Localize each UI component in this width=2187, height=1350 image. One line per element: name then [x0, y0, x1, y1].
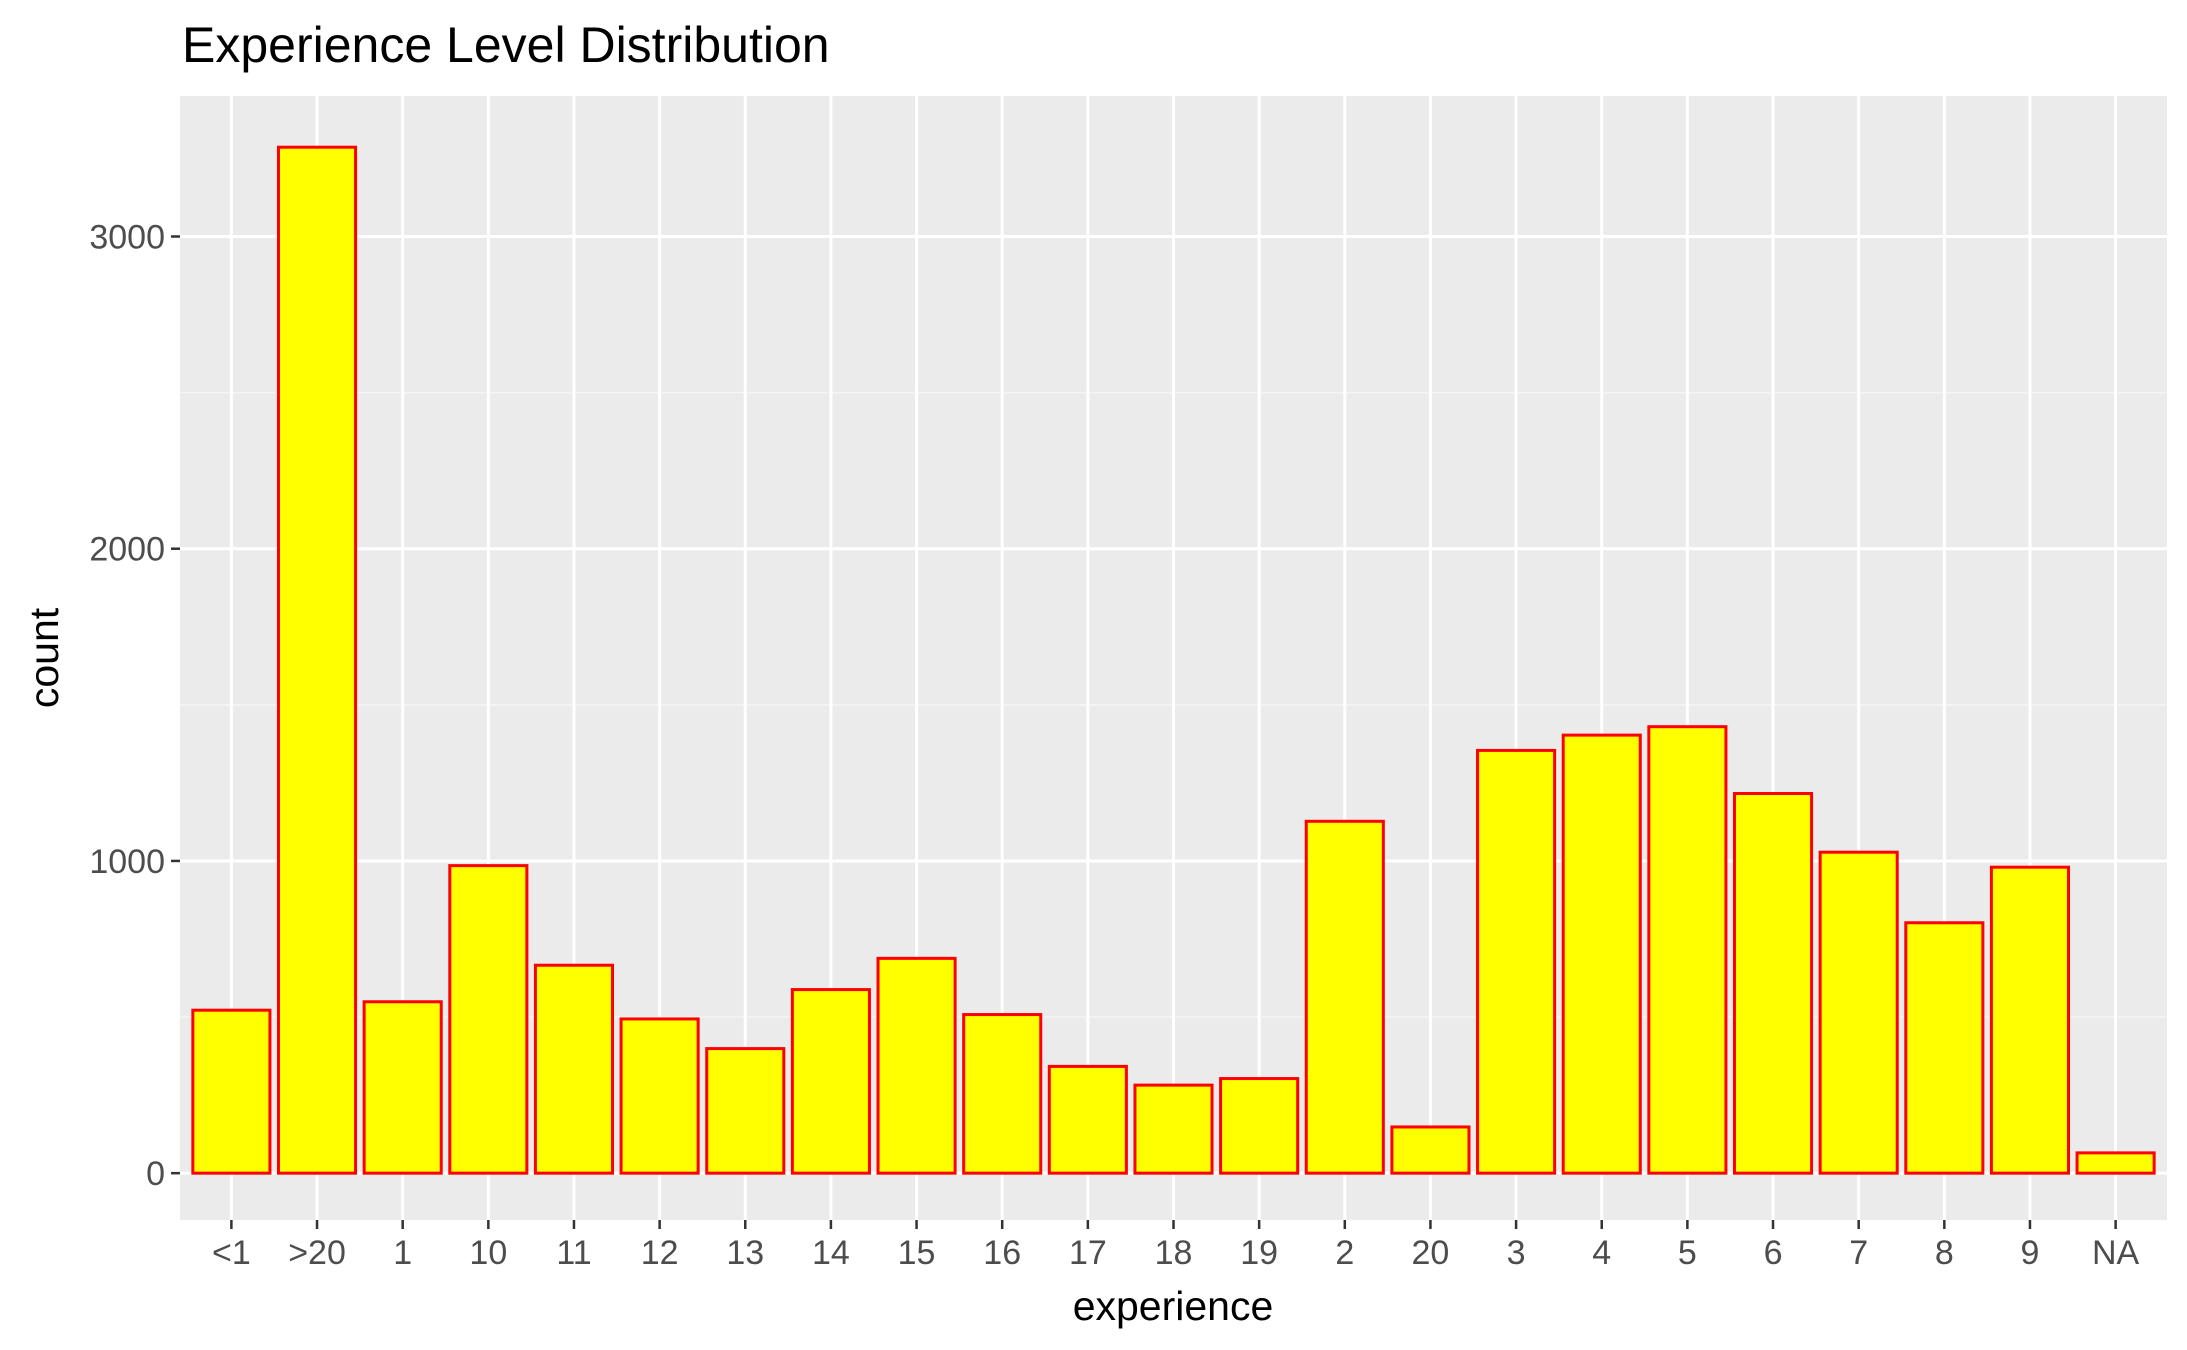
bar-20 [1904, 921, 1985, 1175]
x-tick-label-4: 11 [556, 1234, 591, 1272]
y-tick-label-2: 2000 [89, 531, 165, 569]
bar-16 [1561, 733, 1642, 1175]
bar-8 [876, 956, 957, 1175]
x-tick-label-8: 15 [898, 1234, 936, 1272]
bar-18 [1732, 792, 1814, 1175]
bar-22 [2075, 1151, 2156, 1175]
x-tick-label-10: 17 [1069, 1234, 1107, 1272]
bar-1 [276, 145, 358, 1175]
x-tick-label-0: <1 [212, 1234, 251, 1272]
x-tick-label-19: 7 [1849, 1234, 1868, 1272]
y-tick-label-0: 0 [146, 1155, 165, 1193]
x-tick-label-2: 1 [393, 1234, 412, 1272]
x-tick-label-6: 13 [726, 1234, 764, 1272]
bar-6 [705, 1047, 786, 1175]
bar-13 [1304, 819, 1385, 1175]
x-tick-label-9: 16 [983, 1234, 1021, 1272]
y-axis: 0 1000 2000 3000 [89, 219, 180, 1193]
x-tick-label-11: 18 [1155, 1234, 1193, 1272]
x-tick-label-7: 14 [812, 1234, 850, 1272]
y-axis-title: count [21, 607, 67, 708]
x-tick-label-1: >20 [288, 1234, 346, 1272]
bar-15 [1476, 748, 1557, 1175]
bar-11 [1133, 1083, 1214, 1175]
x-tick-label-12: 19 [1240, 1234, 1278, 1272]
x-tick-label-16: 4 [1592, 1234, 1611, 1272]
x-tick-label-5: 12 [641, 1234, 679, 1272]
x-tick-label-3: 10 [469, 1234, 507, 1272]
bar-21 [1989, 865, 2071, 1175]
x-tick-label-22: NA [2092, 1234, 2140, 1272]
y-tick-label-3: 3000 [89, 219, 165, 257]
bar-10 [1047, 1064, 1128, 1175]
bar-5 [619, 1017, 700, 1175]
x-tick-label-18: 6 [1764, 1234, 1783, 1272]
x-axis-title: experience [1073, 1283, 1274, 1329]
bar-4 [533, 963, 615, 1175]
x-tick-label-15: 3 [1507, 1234, 1526, 1272]
x-axis: <1 >20 1 10 11 12 13 14 15 16 17 18 19 2 20 3 4 5 6 7 8 9 NA [212, 1220, 2140, 1272]
bar-19 [1818, 850, 1899, 1175]
bars [191, 145, 2156, 1175]
x-tick-label-20: 8 [1935, 1234, 1954, 1272]
bar-3 [448, 864, 529, 1175]
chart-title: Experience Level Distribution [182, 17, 830, 73]
y-tick-label-1: 1000 [89, 843, 165, 881]
x-tick-label-21: 9 [2021, 1234, 2040, 1272]
x-tick-label-13: 2 [1335, 1234, 1354, 1272]
bar-14 [1390, 1125, 1471, 1175]
bar-12 [1219, 1077, 1300, 1175]
x-tick-label-14: 20 [1412, 1234, 1450, 1272]
bar-9 [962, 1013, 1043, 1175]
bar-17 [1647, 725, 1728, 1175]
bar-0 [191, 1008, 272, 1175]
x-tick-label-17: 5 [1678, 1234, 1697, 1272]
bar-7 [790, 988, 871, 1175]
bar-2 [362, 1000, 443, 1175]
